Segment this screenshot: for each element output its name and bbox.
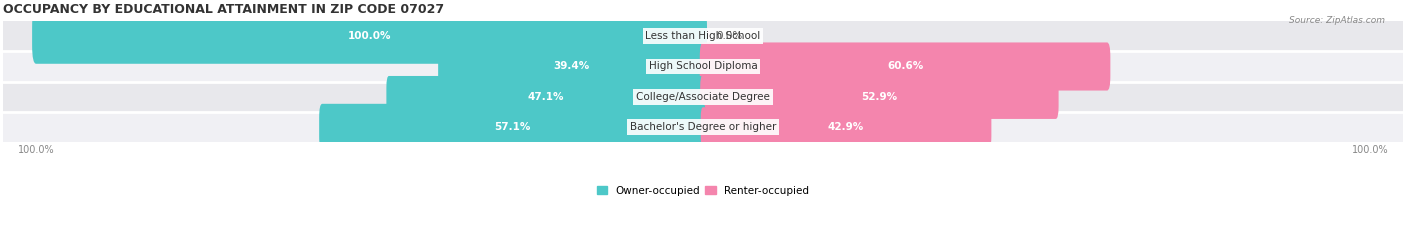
Text: 42.9%: 42.9% [828, 122, 865, 132]
Text: 0.0%: 0.0% [716, 31, 742, 41]
FancyBboxPatch shape [3, 82, 1403, 112]
Text: Source: ZipAtlas.com: Source: ZipAtlas.com [1289, 16, 1385, 25]
FancyBboxPatch shape [700, 42, 1111, 91]
Text: 47.1%: 47.1% [527, 92, 564, 102]
FancyBboxPatch shape [700, 75, 1059, 119]
Text: Less than High School: Less than High School [645, 31, 761, 41]
Text: 52.9%: 52.9% [862, 92, 897, 102]
Text: Bachelor's Degree or higher: Bachelor's Degree or higher [630, 122, 776, 132]
FancyBboxPatch shape [3, 21, 1403, 51]
Legend: Owner-occupied, Renter-occupied: Owner-occupied, Renter-occupied [593, 182, 813, 200]
Text: 60.6%: 60.6% [887, 62, 924, 72]
FancyBboxPatch shape [387, 76, 706, 117]
Text: 39.4%: 39.4% [554, 62, 589, 72]
FancyBboxPatch shape [3, 51, 1403, 82]
Text: College/Associate Degree: College/Associate Degree [636, 92, 770, 102]
Text: OCCUPANCY BY EDUCATIONAL ATTAINMENT IN ZIP CODE 07027: OCCUPANCY BY EDUCATIONAL ATTAINMENT IN Z… [3, 3, 444, 16]
FancyBboxPatch shape [700, 107, 991, 147]
FancyBboxPatch shape [32, 9, 707, 64]
Text: 57.1%: 57.1% [495, 122, 531, 132]
Text: High School Diploma: High School Diploma [648, 62, 758, 72]
FancyBboxPatch shape [319, 104, 706, 150]
Text: 100.0%: 100.0% [347, 31, 391, 41]
FancyBboxPatch shape [439, 48, 704, 86]
FancyBboxPatch shape [3, 112, 1403, 142]
